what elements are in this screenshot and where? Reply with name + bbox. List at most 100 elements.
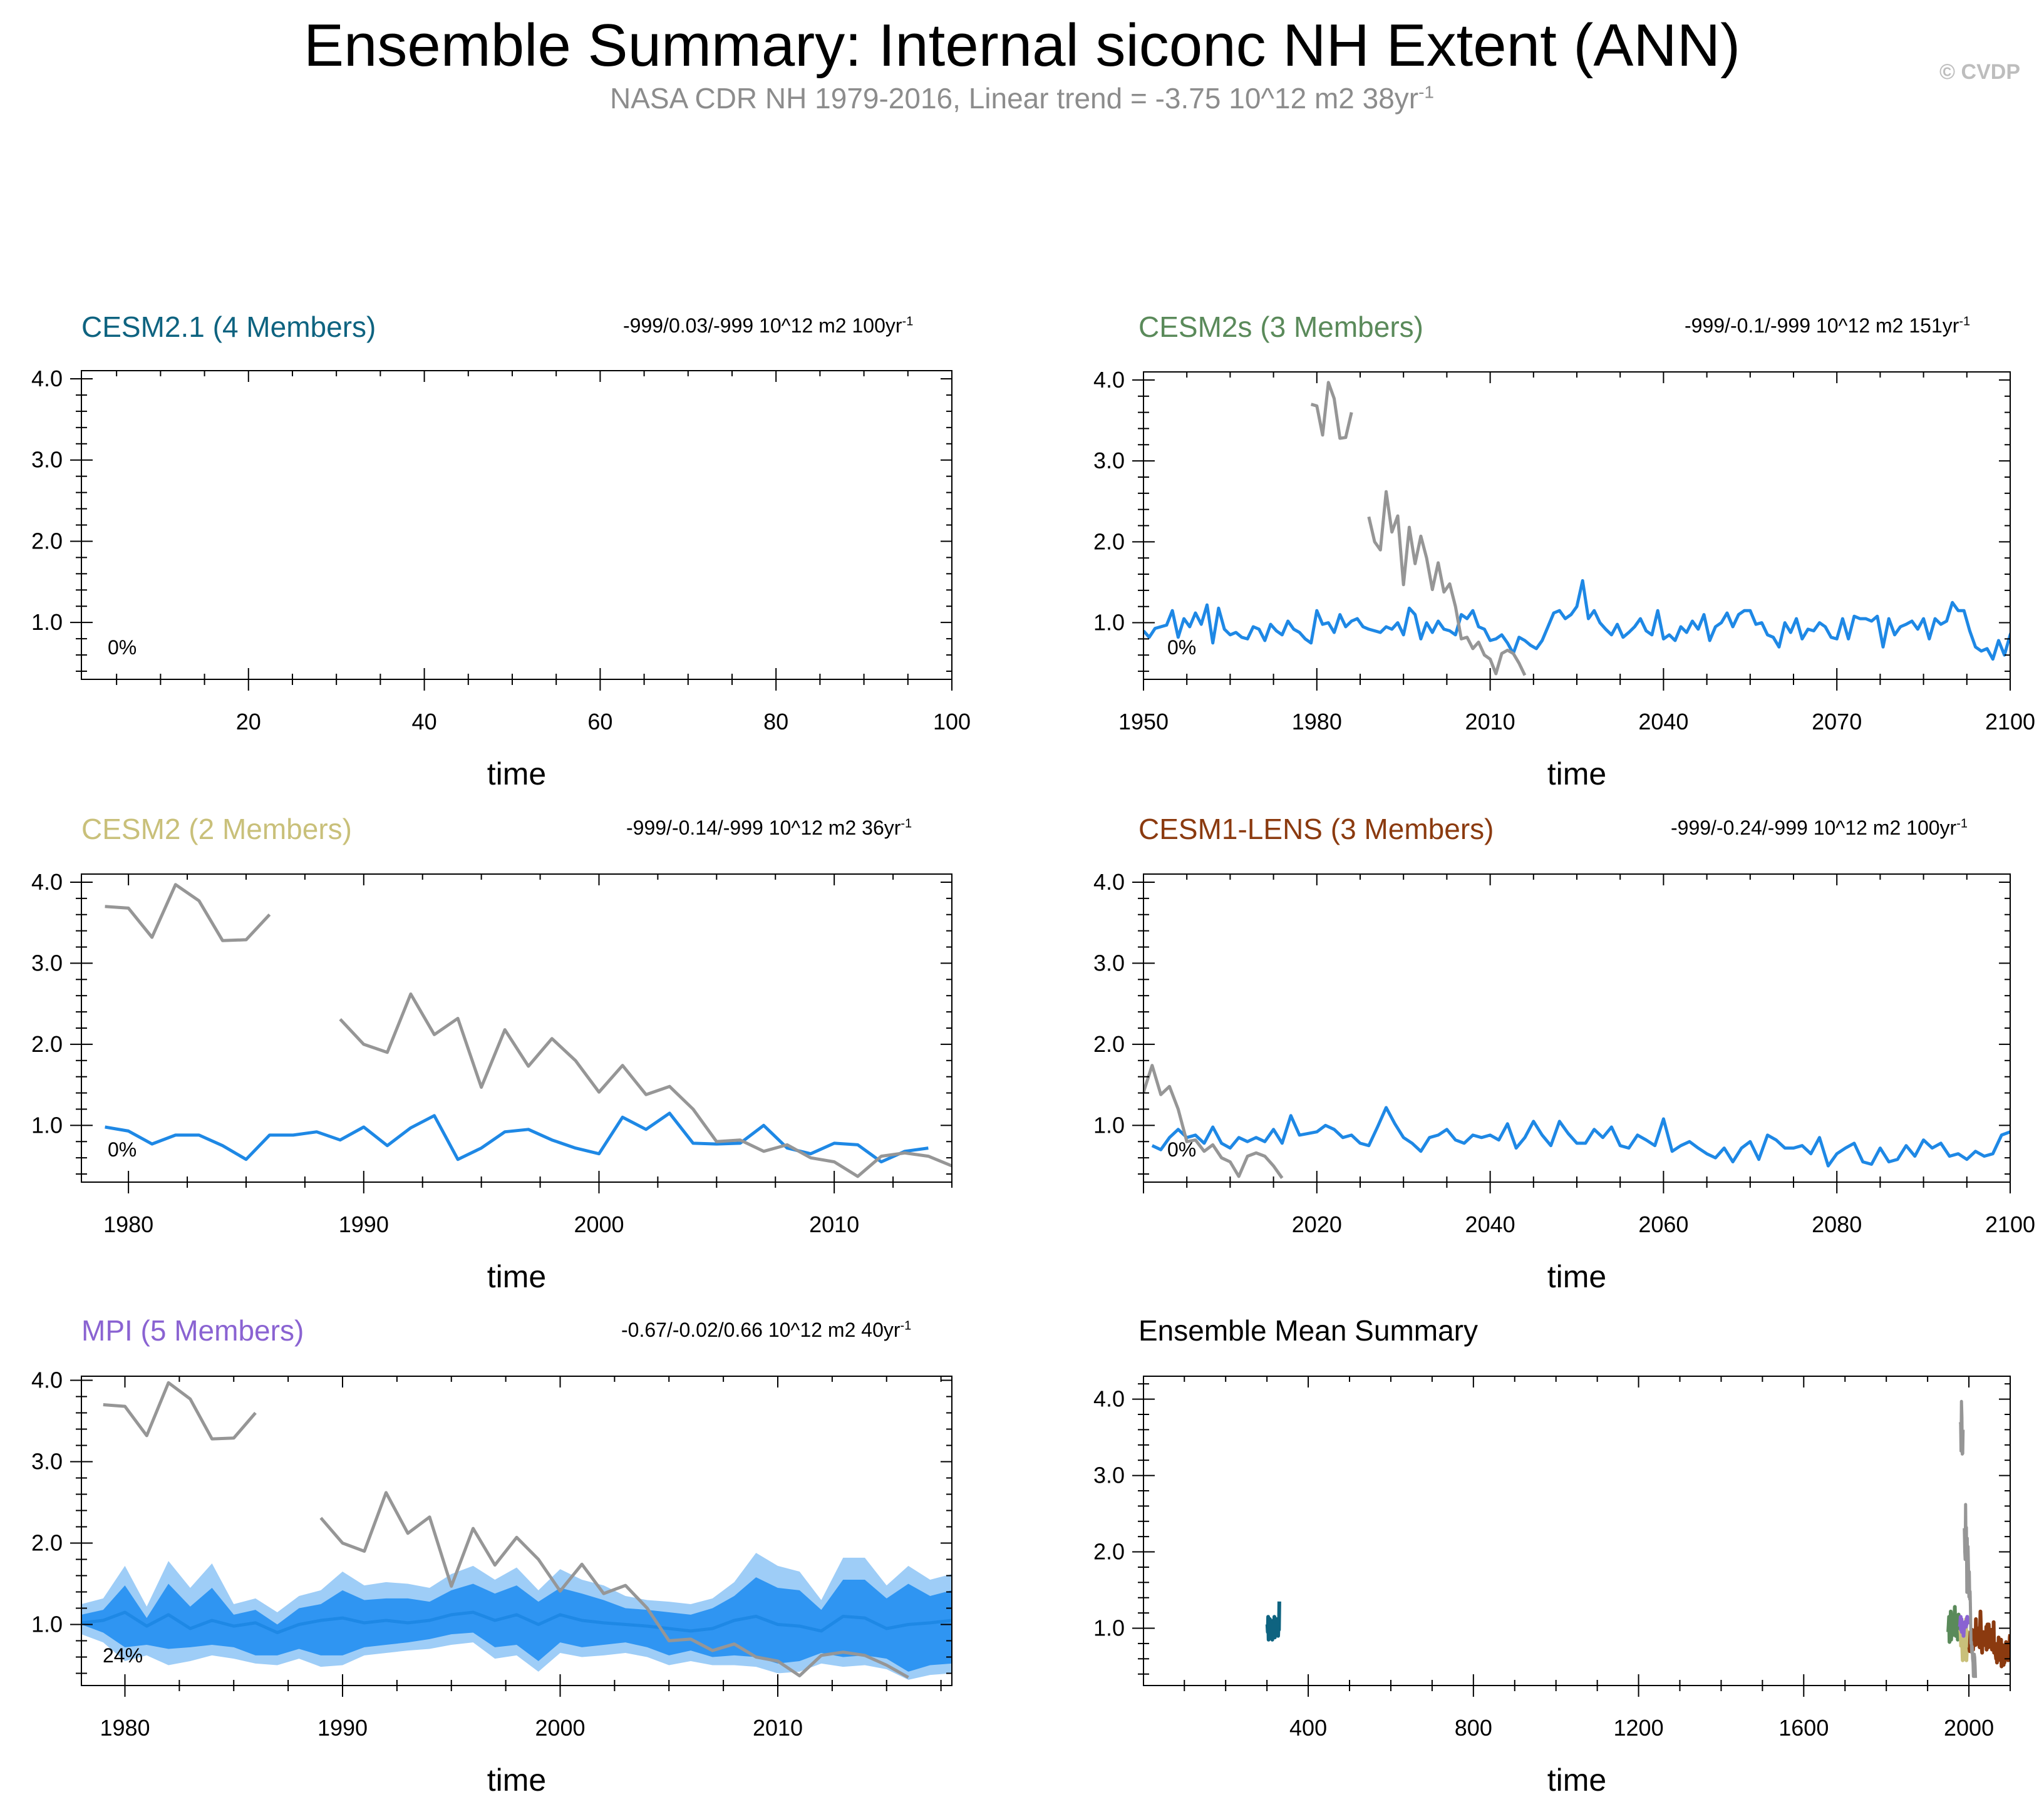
chart-panel-cesm2s: 1.0 2.0 3.0 4.0 1950 1980 2010 2040 2070 2100 time… — [1093, 367, 2035, 791]
y-tick-label: 4.0 — [1093, 869, 1125, 895]
series-line-mpi — [1958, 1615, 1970, 1638]
spread-band-inner — [81, 1577, 952, 1672]
series-line-ensemble-mean — [81, 1610, 952, 1634]
x-tick-label: 1990 — [339, 1212, 389, 1237]
x-tick-label: 80 — [763, 709, 788, 734]
x-tick-label: 2010 — [1465, 709, 1515, 734]
series-line-cesm1 — [1967, 1609, 2010, 1669]
y-tick-label: 2.0 — [31, 528, 63, 553]
x-tick-label: 2070 — [1812, 709, 1862, 734]
chart-panel-cesm2: 1.0 2.0 3.0 4.0 1980 1990 2000 2010 time 0% — [31, 869, 952, 1294]
x-tick-label: 20 — [236, 709, 261, 734]
trend-exponent: -1 — [1959, 314, 1971, 329]
chart-panel-cesm1: 1.0 2.0 3.0 4.0 2020 2040 2060 2080 2100 time 0% — [1093, 869, 2035, 1294]
x-axis-label: time — [1547, 756, 1606, 791]
x-tick-label: 2020 — [1292, 1212, 1342, 1237]
obs-line — [1310, 381, 1527, 676]
x-tick-label: 1990 — [317, 1715, 368, 1741]
panel-title-cesm1: CESM1-LENS (3 Members) — [1138, 813, 1494, 845]
cvdp-credit: © CVDP — [1939, 60, 2020, 84]
x-tick-label: 400 — [1289, 1715, 1327, 1741]
panel-trend-mpi: -0.67/-0.02/0.66 10^12 m2 40yr-1 — [621, 1319, 911, 1342]
trend-text: -999/-0.1/-999 10^12 m2 151yr — [1685, 314, 1959, 337]
plot-area — [1143, 381, 2010, 676]
x-tick-label: 2100 — [1985, 709, 2035, 734]
y-tick-label: 3.0 — [31, 1449, 63, 1475]
x-tick-label: 2040 — [1465, 1212, 1515, 1237]
x-tick-label: 1200 — [1614, 1715, 1664, 1741]
trend-exponent: -1 — [901, 816, 912, 831]
percent-label: 24% — [103, 1644, 143, 1667]
x-tick-label: 2060 — [1638, 1212, 1688, 1237]
trend-exponent: -1 — [900, 1319, 912, 1333]
series-line-ensemble-mean — [1151, 1106, 2010, 1168]
x-tick-label: 1980 — [100, 1715, 150, 1741]
chart-panel-cesm21: 1.0 2.0 3.0 4.0 20 40 60 80 100 time 0% — [31, 366, 971, 791]
x-tick-label: 2000 — [574, 1212, 624, 1237]
panel-trend-cesm2: -999/-0.14/-999 10^12 m2 36yr-1 — [626, 816, 912, 840]
x-tick-label: 1600 — [1778, 1715, 1829, 1741]
panel-trend-cesm1: -999/-0.24/-999 10^12 m2 100yr-1 — [1671, 816, 1968, 840]
x-axis-label: time — [487, 1763, 546, 1798]
x-axis-label: time — [487, 756, 546, 791]
x-tick-label: 2010 — [809, 1212, 859, 1237]
y-tick-label: 2.0 — [31, 1031, 63, 1057]
panel-title-mpi: MPI (5 Members) — [81, 1314, 304, 1347]
percent-label: 0% — [108, 1138, 137, 1161]
x-tick-label: 2000 — [1944, 1715, 1994, 1741]
trend-text: -999/-0.14/-999 10^12 m2 36yr — [626, 816, 901, 839]
figure-subtitle: NASA CDR NH 1979-2016, Linear trend = -3… — [0, 81, 2044, 115]
y-tick-label: 1.0 — [31, 609, 63, 635]
x-tick-label: 1980 — [1292, 709, 1342, 734]
y-tick-label: 4.0 — [1093, 367, 1125, 393]
x-tick-label: 60 — [587, 709, 612, 734]
y-tick-label: 4.0 — [31, 1367, 63, 1393]
panel-trend-cesm21: -999/0.03/-999 10^12 m2 100yr-1 — [623, 314, 913, 337]
panel-title-cesm2: CESM2 (2 Members) — [81, 813, 352, 845]
y-tick-label: 2.0 — [31, 1530, 63, 1556]
trend-text: -999/0.03/-999 10^12 m2 100yr — [623, 314, 902, 337]
trend-exponent: -1 — [1956, 816, 1968, 831]
series-line-ensemble-mean — [105, 1111, 929, 1164]
trend-text: -0.67/-0.02/0.66 10^12 m2 40yr — [621, 1319, 901, 1341]
panel-trend-cesm2s: -999/-0.1/-999 10^12 m2 151yr-1 — [1685, 314, 1970, 337]
plot-frame — [1143, 1376, 2011, 1686]
plot-area — [1143, 1064, 2010, 1179]
chart-panel-ensmean: 1.0 2.0 3.0 4.0 400 800 1200 1600 2000 time — [1093, 1376, 2011, 1798]
y-tick-label: 1.0 — [31, 1112, 63, 1138]
series-line-cesm21 — [1265, 1601, 1281, 1642]
y-tick-label: 2.0 — [1093, 528, 1125, 554]
obs-line — [103, 1381, 909, 1679]
series-line-cesm2s — [1946, 1605, 1963, 1644]
figure-title: Ensemble Summary: Internal siconc NH Ext… — [303, 12, 1741, 79]
y-tick-label: 2.0 — [1093, 1539, 1125, 1565]
x-tick-label: 800 — [1455, 1715, 1492, 1741]
obs-line — [105, 883, 952, 1178]
series-line-cesm2 — [1958, 1617, 1970, 1662]
x-axis-label: time — [1547, 1259, 1606, 1294]
x-tick-label: 2100 — [1985, 1212, 2035, 1237]
x-tick-label: 40 — [412, 709, 437, 734]
y-tick-label: 1.0 — [1093, 1112, 1125, 1138]
chart-panel-mpi: 1.0 2.0 3.0 4.0 1980 1990 2000 2010 time 24% — [31, 1367, 952, 1798]
plot-frame — [81, 370, 952, 680]
y-tick-label: 1.0 — [1093, 1615, 1125, 1641]
plot-frame — [1143, 873, 2011, 1183]
x-tick-label: 2080 — [1812, 1212, 1862, 1237]
x-tick-label: 2000 — [535, 1715, 585, 1741]
plot-area — [81, 1381, 952, 1680]
x-tick-label: 1950 — [1118, 709, 1169, 734]
obs-line — [1143, 1064, 1284, 1179]
x-axis-label: time — [1547, 1763, 1606, 1798]
percent-label: 0% — [1167, 1138, 1196, 1161]
x-axis-label: time — [487, 1259, 546, 1294]
y-tick-label: 3.0 — [31, 950, 63, 975]
y-tick-label: 3.0 — [1093, 950, 1125, 975]
percent-label: 0% — [1167, 636, 1196, 659]
y-tick-label: 3.0 — [1093, 1463, 1125, 1488]
trend-exponent: -1 — [902, 314, 914, 329]
trend-text: -999/-0.24/-999 10^12 m2 100yr — [1671, 816, 1957, 839]
plot-area — [1265, 1399, 2010, 1678]
x-tick-label: 100 — [933, 709, 971, 734]
